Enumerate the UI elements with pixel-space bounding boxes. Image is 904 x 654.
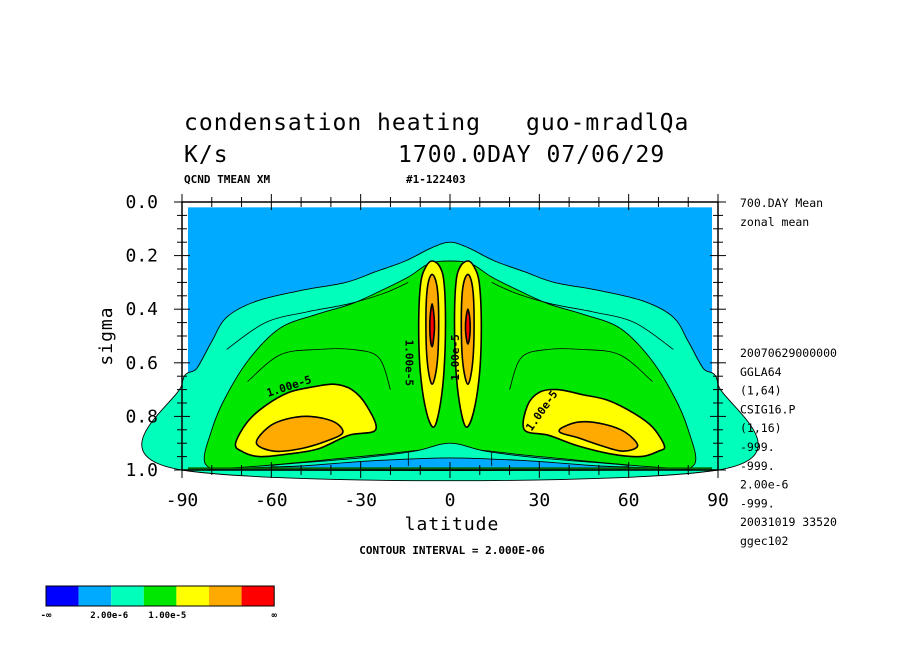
contour-interval-label: CONTOUR INTERVAL = 2.000E-06 xyxy=(359,544,545,557)
side-info-line: GGLA64 xyxy=(740,365,782,379)
contour-fill-region xyxy=(255,415,344,453)
color-legend: -∞ 2.00e-6 1.00e-5 ∞ xyxy=(41,585,277,621)
y-tick-labels: 0.0 0.2 0.4 0.6 0.8 1.0 xyxy=(125,192,158,481)
y-tick-label: 1.0 xyxy=(125,460,158,481)
legend-label: ∞ xyxy=(271,611,277,621)
x-tick-label: 90 xyxy=(707,490,729,511)
legend-swatch xyxy=(176,586,209,606)
contour-line xyxy=(491,282,674,350)
legend-swatch xyxy=(209,586,242,606)
legend-swatch xyxy=(111,586,144,606)
y-tick-label: 0.0 xyxy=(125,192,158,213)
legend-swatch xyxy=(143,586,177,606)
y-tick-label: 0.2 xyxy=(125,246,158,267)
run-id: #1-122403 xyxy=(406,173,466,186)
side-info-line: 700.DAY Mean xyxy=(740,196,823,210)
side-info-line: zonal mean xyxy=(740,215,809,229)
experiment-name: guo-mradlQa xyxy=(526,110,689,136)
plot-area: 1.00e-51.00e-5 1.00e-51.00e-5 xyxy=(141,194,759,482)
legend-label: 2.00e-6 xyxy=(90,611,128,621)
contour-fill-region xyxy=(464,308,472,345)
x-tick-label: -90 xyxy=(166,490,199,511)
side-info-line: ggec102 xyxy=(740,534,788,548)
unit-label: K/s xyxy=(184,142,229,168)
legend-swatch xyxy=(241,586,275,606)
side-info-line: 2.00e-6 xyxy=(740,478,789,492)
side-info-line: -999. xyxy=(740,459,775,473)
side-info-line: -999. xyxy=(740,496,775,510)
side-info-line: (1,16) xyxy=(740,421,782,435)
x-tick-label: -60 xyxy=(255,490,288,511)
y-tick-label: 0.4 xyxy=(125,299,158,320)
x-axis-label: latitude xyxy=(405,514,500,535)
y-tick-label: 0.8 xyxy=(125,406,158,427)
y-axis-label: sigma xyxy=(96,306,117,365)
contour-line xyxy=(247,348,391,390)
axis-ticks xyxy=(174,194,726,478)
x-tick-label: -30 xyxy=(344,490,377,511)
chart-title: condensation heating xyxy=(184,110,481,136)
contour-line xyxy=(226,282,409,350)
legend-swatch xyxy=(46,586,79,606)
legend-swatch xyxy=(78,586,112,606)
x-tick-label: 60 xyxy=(618,490,640,511)
x-tick-labels: -90 -60 -30 0 30 60 90 xyxy=(166,490,729,511)
side-info-bottom: 20070629000000 GGLA64 (1,64) CSIG16.P (1,16)… xyxy=(740,346,837,548)
variable-info: QCND TMEAN XM xyxy=(184,173,270,186)
contour-line xyxy=(509,348,653,390)
side-info-line: 20070629000000 xyxy=(740,346,837,360)
contour-label: 1.00e-5 xyxy=(402,340,415,386)
side-info-top: 700.DAY Mean zonal mean xyxy=(740,196,823,229)
x-tick-label: 30 xyxy=(528,490,550,511)
side-info-line: 20031019 33520 xyxy=(740,515,837,529)
date-label: 1700.0DAY 07/06/29 xyxy=(398,142,665,168)
side-info-line: -999. xyxy=(740,440,775,454)
legend-label: -∞ xyxy=(41,611,52,621)
contour-label: 1.00e-5 xyxy=(449,334,462,380)
contour-fill-region xyxy=(428,303,436,348)
contour-fills xyxy=(141,207,759,482)
side-info-line: CSIG16.P xyxy=(740,402,795,416)
x-tick-label: 0 xyxy=(445,490,456,511)
legend-frame xyxy=(45,585,275,607)
y-tick-label: 0.6 xyxy=(125,353,158,374)
legend-label: 1.00e-5 xyxy=(148,611,186,621)
side-info-line: (1,64) xyxy=(740,384,782,398)
contour-fill-region xyxy=(558,420,639,452)
